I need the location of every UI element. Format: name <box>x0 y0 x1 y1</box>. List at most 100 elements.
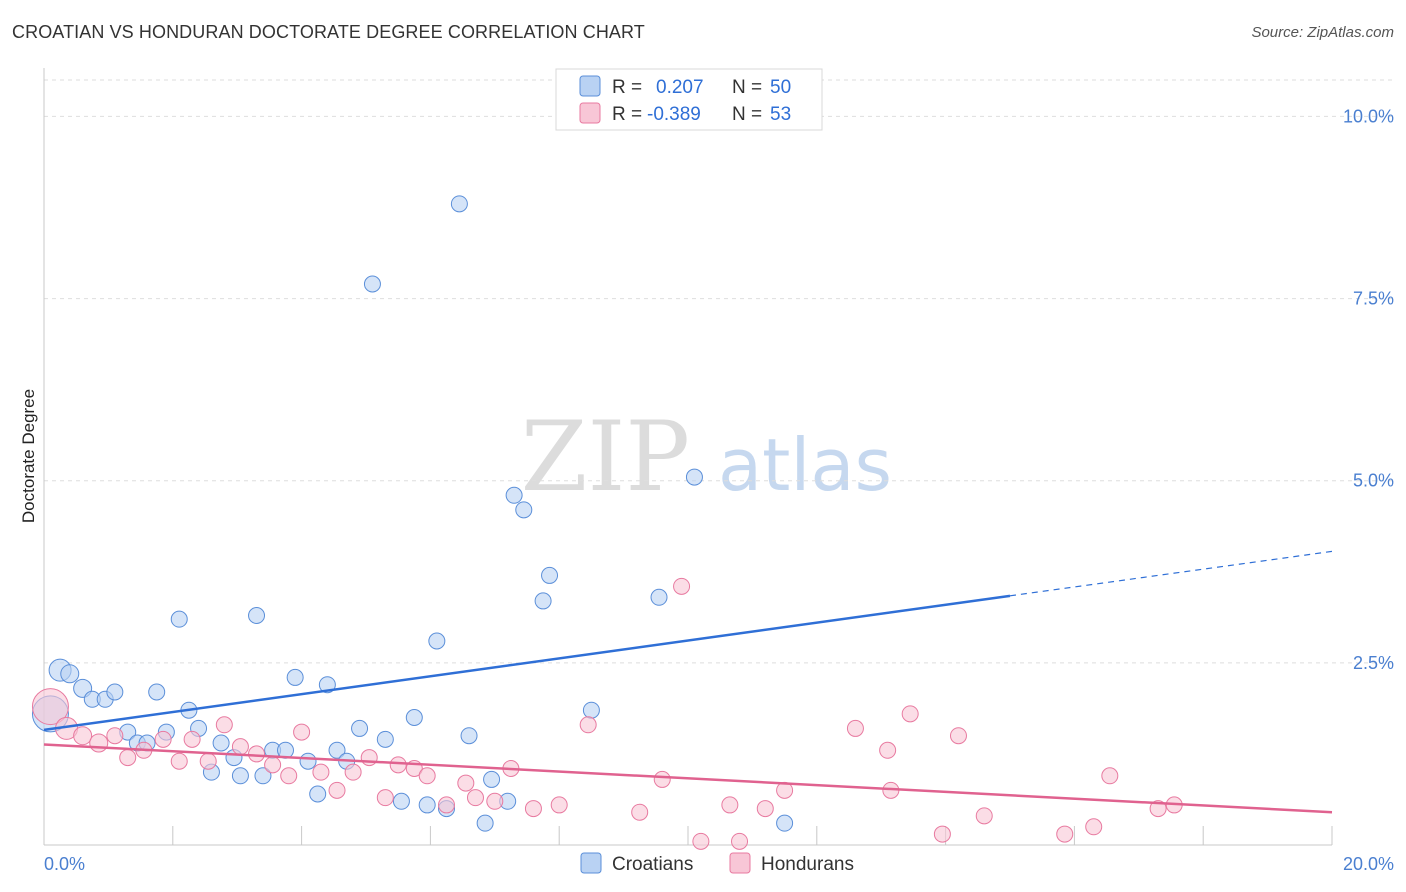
hondurans-point <box>376 789 394 807</box>
croatians-point <box>328 741 346 759</box>
legend-swatch-hondurans <box>579 102 601 124</box>
croatians-point <box>318 676 336 694</box>
hondurans-point <box>199 752 217 770</box>
hondurans-point <box>231 738 249 756</box>
hondurans-point <box>846 719 864 737</box>
croatians-point <box>483 770 501 788</box>
hondurans-point <box>183 730 201 748</box>
bottom-legend: Croatians Hondurans <box>580 852 854 875</box>
bottom-legend-croatians: Croatians <box>612 854 693 875</box>
x-tick-label-max: 20.0% <box>1343 854 1394 874</box>
hondurans-point <box>1085 818 1103 836</box>
hondurans-point <box>31 688 69 726</box>
hondurans-point <box>579 716 597 734</box>
y-tick-label: 10.0% <box>1343 106 1394 126</box>
hondurans-point <box>264 756 282 774</box>
croatians-point <box>351 719 369 737</box>
hondurans-point <box>975 807 993 825</box>
legend-n-label-croatians: N = <box>732 77 762 98</box>
legend: R = 0.207 N = 50 R = -0.389 N = 53 <box>555 68 823 131</box>
hondurans-point <box>293 723 311 741</box>
hondurans-point <box>328 781 346 799</box>
hondurans-point <box>1056 825 1074 843</box>
croatians-trend-line <box>43 594 1011 732</box>
bottom-legend-swatch-hondurans <box>729 852 751 874</box>
hondurans-point <box>312 763 330 781</box>
series-croatians <box>31 195 794 832</box>
croatians-point <box>428 632 446 650</box>
chart-title: CROATIAN VS HONDURAN DOCTORATE DEGREE CO… <box>12 22 645 42</box>
hondurans-point <box>280 767 298 785</box>
hondurans-point <box>438 796 455 814</box>
legend-n-value-croatians: 50 <box>770 77 791 98</box>
legend-r-label-croatians: R = <box>612 77 642 98</box>
legend-n-value-hondurans: 53 <box>770 104 791 125</box>
hondurans-point <box>653 770 671 788</box>
hondurans-point <box>1149 800 1167 818</box>
croatians-point <box>476 814 494 832</box>
hondurans-point <box>879 741 897 759</box>
hondurans-point <box>89 733 109 753</box>
croatians-point <box>541 566 559 584</box>
hondurans-point <box>344 763 362 781</box>
hondurans-point <box>106 727 124 745</box>
croatians-point <box>582 701 600 719</box>
series-hondurans <box>31 577 1183 850</box>
croatians-point <box>776 814 794 832</box>
bottom-legend-swatch-croatians <box>580 852 602 874</box>
y-tick-labels: 2.5% 5.0% 7.5% 10.0% <box>1343 106 1394 672</box>
watermark-zip: ZIP <box>521 401 690 513</box>
croatians-trend-line-extension <box>1009 550 1333 597</box>
croatians-point <box>299 752 317 770</box>
bottom-legend-hondurans: Hondurans <box>761 854 854 875</box>
hondurans-point <box>457 774 475 792</box>
hondurans-point <box>154 730 172 748</box>
legend-r-value-croatians: 0.207 <box>656 77 704 98</box>
croatians-point <box>392 792 410 810</box>
hondurans-point <box>949 727 967 745</box>
croatians-point <box>106 683 124 701</box>
hondurans-point <box>1101 767 1119 785</box>
y-tick-label: 2.5% <box>1353 653 1394 673</box>
hondurans-point <box>692 832 710 850</box>
trend-lines <box>43 550 1333 814</box>
hondurans-point <box>721 796 739 814</box>
hondurans-point <box>673 577 691 595</box>
croatians-point <box>212 734 230 752</box>
x-axis-ticks <box>172 826 1333 845</box>
croatians-point <box>60 664 80 684</box>
y-tick-label: 7.5% <box>1353 289 1394 309</box>
hondurans-point <box>466 789 484 807</box>
hondurans-point <box>486 792 504 810</box>
croatians-point <box>170 610 188 628</box>
gridlines <box>44 79 1394 664</box>
croatians-point <box>254 767 272 785</box>
y-tick-label: 5.0% <box>1353 471 1394 491</box>
source-label: Source: ZipAtlas.com <box>1251 24 1394 41</box>
watermark: ZIP atlas <box>521 401 892 513</box>
hondurans-point <box>73 726 93 746</box>
croatians-point <box>650 588 668 606</box>
hondurans-point <box>360 749 378 767</box>
hondurans-point <box>901 705 919 723</box>
x-tick-label-min: 0.0% <box>44 854 85 874</box>
legend-r-value-hondurans: -0.389 <box>647 104 701 125</box>
croatians-point <box>405 709 423 726</box>
legend-swatch-croatians <box>579 75 601 97</box>
croatians-point <box>231 767 249 785</box>
y-axis-label: Doctorate Degree <box>19 389 38 523</box>
hondurans-point <box>550 796 568 814</box>
croatians-point <box>515 501 533 519</box>
hondurans-point <box>731 832 749 850</box>
hondurans-point <box>756 800 774 818</box>
croatians-point <box>460 727 478 745</box>
croatians-point <box>248 607 266 624</box>
croatians-point <box>534 592 552 610</box>
watermark-atlas: atlas <box>718 423 892 507</box>
hondurans-trend-line <box>43 743 1333 814</box>
hondurans-point <box>418 767 436 785</box>
croatians-point <box>418 796 436 814</box>
legend-n-label-hondurans: N = <box>732 104 762 125</box>
hondurans-point <box>215 716 233 734</box>
